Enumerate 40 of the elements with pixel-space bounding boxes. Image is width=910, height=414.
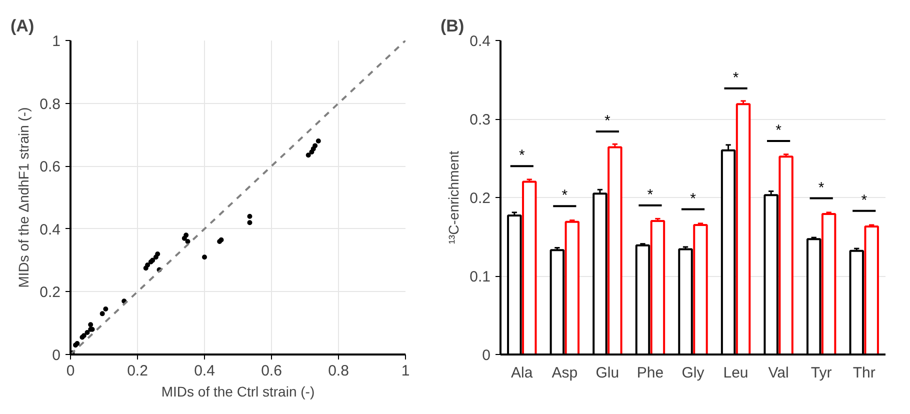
y-axis-title: ¹³C-enrichment	[446, 150, 462, 244]
x-tick-label: Phe	[636, 364, 664, 382]
y-tick-label: 0.2	[40, 284, 61, 302]
x-tick-label: Asp	[552, 364, 578, 382]
annotation: *	[562, 187, 568, 204]
annotation: *	[861, 192, 868, 209]
x-tick-label: 0.2	[127, 362, 148, 380]
y-tick-label: 0.3	[470, 112, 491, 128]
annotation: *	[776, 122, 782, 139]
x-tick-label: Tyr	[810, 364, 832, 382]
y-tick-label: 0.1	[470, 268, 491, 286]
y-tick-label: 0.2	[470, 190, 491, 207]
chart-title: (B)	[440, 16, 464, 36]
x-tick-label: Ala	[511, 364, 534, 382]
chart-title: (A)	[10, 16, 34, 36]
x-tick-label: 1	[401, 362, 410, 380]
y-tick-label: 0.6	[40, 158, 61, 176]
x-tick-label: 0.4	[194, 362, 215, 380]
y-tick-label: 0.8	[40, 96, 61, 113]
y-tick-label: 0	[52, 347, 60, 364]
x-tick-label: Leu	[723, 364, 748, 382]
x-tick-label: 0.6	[261, 362, 282, 380]
annotation: *	[647, 186, 654, 204]
annotation: *	[518, 147, 525, 164]
x-tick-label: Val	[768, 364, 789, 382]
y-axis-title: MIDs of the ΔndhF1 strain (-)	[16, 107, 32, 288]
annotation: *	[604, 112, 611, 130]
y-tick-label: 1	[52, 33, 60, 50]
y-tick-label: 0.4	[470, 33, 491, 50]
x-tick-label: 0	[66, 362, 75, 380]
x-tick-label: Thr	[852, 364, 876, 382]
y-tick-label: 0	[482, 347, 490, 364]
annotation: *	[690, 190, 696, 208]
annotation: *	[732, 69, 739, 86]
x-tick-label: Glu	[596, 364, 620, 382]
x-axis-title: MIDs of the Ctrl strain (-)	[161, 384, 315, 400]
annotation: *	[818, 179, 824, 196]
x-tick-label: 0.8	[328, 362, 349, 380]
x-tick-label: Gly	[682, 364, 705, 382]
y-tick-label: 0.4	[40, 221, 61, 238]
